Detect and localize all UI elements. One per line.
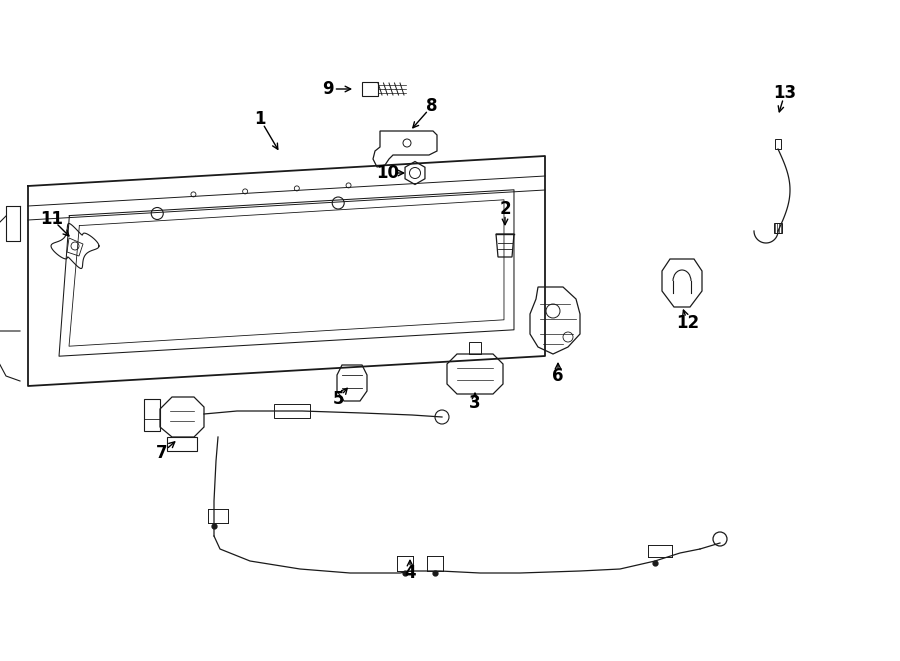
- Bar: [167, 437, 197, 451]
- Text: 9: 9: [322, 80, 334, 98]
- Text: 12: 12: [677, 314, 699, 332]
- Text: 3: 3: [469, 394, 481, 412]
- Bar: [144, 399, 160, 431]
- Text: 8: 8: [427, 97, 437, 115]
- Text: 5: 5: [332, 390, 344, 408]
- Bar: [775, 139, 781, 149]
- Text: 7: 7: [157, 444, 167, 462]
- Text: 6: 6: [553, 367, 563, 385]
- Bar: [469, 342, 481, 354]
- Text: 2: 2: [500, 200, 511, 218]
- Text: 10: 10: [376, 164, 400, 182]
- Bar: [274, 404, 310, 418]
- Bar: [362, 82, 378, 96]
- Text: 1: 1: [254, 110, 266, 128]
- Text: 11: 11: [40, 210, 64, 228]
- Text: 4: 4: [404, 564, 416, 582]
- Text: 13: 13: [773, 84, 796, 102]
- Bar: [774, 223, 782, 233]
